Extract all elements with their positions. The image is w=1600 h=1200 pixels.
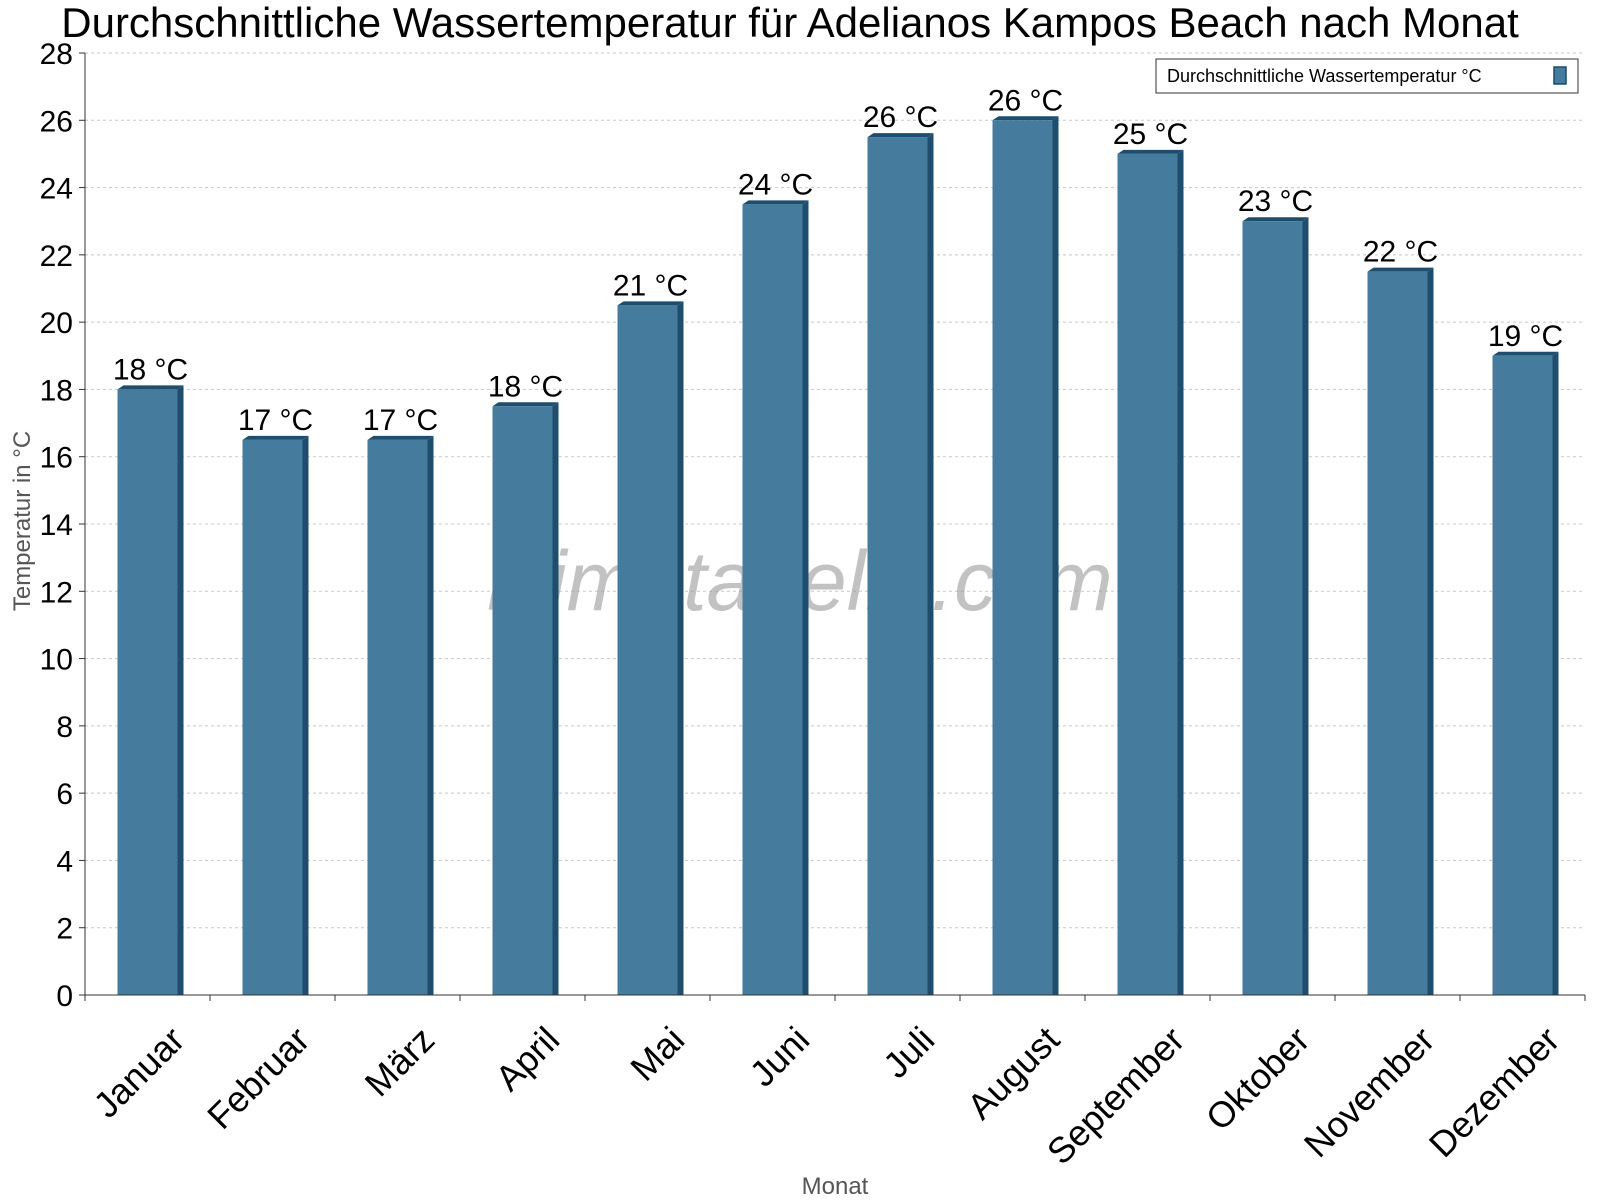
bar-top [742,200,809,205]
y-tick-label: 28 [40,38,73,71]
x-tick-label: Mai [622,1019,692,1089]
y-tick-label: 10 [40,644,73,677]
y-tick-label: 8 [56,711,73,744]
bar-side [1552,351,1559,995]
y-tick-label: 6 [56,778,73,811]
bar-top [492,402,559,407]
bar-top [617,301,684,306]
legend: Durchschnittliche Wassertemperatur °C [1155,58,1579,94]
bar [742,204,803,996]
bar-side [677,301,684,996]
bar-side [302,435,309,996]
y-tick-label: 24 [40,173,73,206]
chart-title: Durchschnittliche Wassertemperatur für A… [61,0,1519,46]
x-tick-label: Januar [85,1019,192,1126]
y-tick-label: 20 [40,307,73,340]
x-tick-label: April [487,1019,567,1099]
bar-top [1492,351,1559,356]
bar [1492,355,1553,995]
x-tick-label: Juli [875,1019,942,1086]
y-tick-label: 22 [40,240,73,273]
data-label: 21 °C [613,269,688,302]
y-tick-label: 4 [56,845,73,878]
bar-side [1052,116,1059,996]
data-label: 25 °C [1113,118,1188,151]
bar-side [1302,217,1309,995]
bar-side [927,133,934,995]
data-label: 18 °C [488,370,563,403]
x-tick-label: Februar [199,1019,317,1137]
data-label: 23 °C [1238,185,1313,218]
data-label: 17 °C [238,404,313,437]
bar [117,389,178,995]
x-tick-label: August [959,1019,1067,1127]
y-tick-label: 26 [40,105,73,138]
data-label: 26 °C [988,84,1063,117]
bar-top [1242,217,1309,222]
y-tick-label: 16 [40,442,73,475]
bar-top [867,133,934,138]
bar-top [367,435,434,440]
bar [1242,221,1303,995]
x-axis-title: Monat [802,1173,869,1200]
x-tick-label: Dezember [1421,1019,1567,1165]
bar [1117,153,1178,995]
bar-side [802,200,809,996]
bar-side [1177,149,1184,995]
bar-side [427,435,434,996]
grid-lines [85,52,1585,929]
y-tick-label: 0 [56,980,73,1013]
y-tick-label: 2 [56,913,73,946]
bar [992,120,1053,996]
data-label: 19 °C [1488,320,1563,353]
x-tick-label: Juni [742,1019,818,1095]
x-tick-label: März [357,1019,443,1105]
bar-side [552,402,559,995]
bar-top [117,385,184,390]
data-label: 24 °C [738,168,813,201]
data-label: 17 °C [363,404,438,437]
legend-swatch [1553,66,1567,85]
data-label: 22 °C [1363,236,1438,269]
legend-box [1155,58,1579,94]
bar [367,439,428,996]
bar-side [1427,267,1434,995]
x-tick-label: November [1296,1019,1442,1165]
bar-top [992,116,1059,121]
y-tick-label: 18 [40,374,73,407]
bars [117,116,1559,996]
x-tick-label: September [1039,1019,1193,1173]
y-axis-title: Temperatur in °C [9,431,36,611]
bar [867,137,928,995]
bar-top [242,435,309,440]
data-label: 18 °C [113,353,188,386]
bar-top [1117,149,1184,154]
bar [617,305,678,996]
legend-entry-label: Durchschnittliche Wassertemperatur °C [1167,66,1482,86]
y-tick-label: 12 [40,576,73,609]
data-labels: 18 °C 17 °C 17 °C 18 °C 21 °C 24 °C 26 °C 26 °C… [113,84,1563,437]
y-tick-label: 14 [40,509,73,542]
data-label: 26 °C [863,101,938,134]
bar [492,406,553,995]
bar-side [177,385,184,995]
x-tick-label: Oktober [1198,1019,1318,1139]
bar [242,439,303,996]
bar [1367,271,1428,995]
bar-top [1367,267,1434,272]
